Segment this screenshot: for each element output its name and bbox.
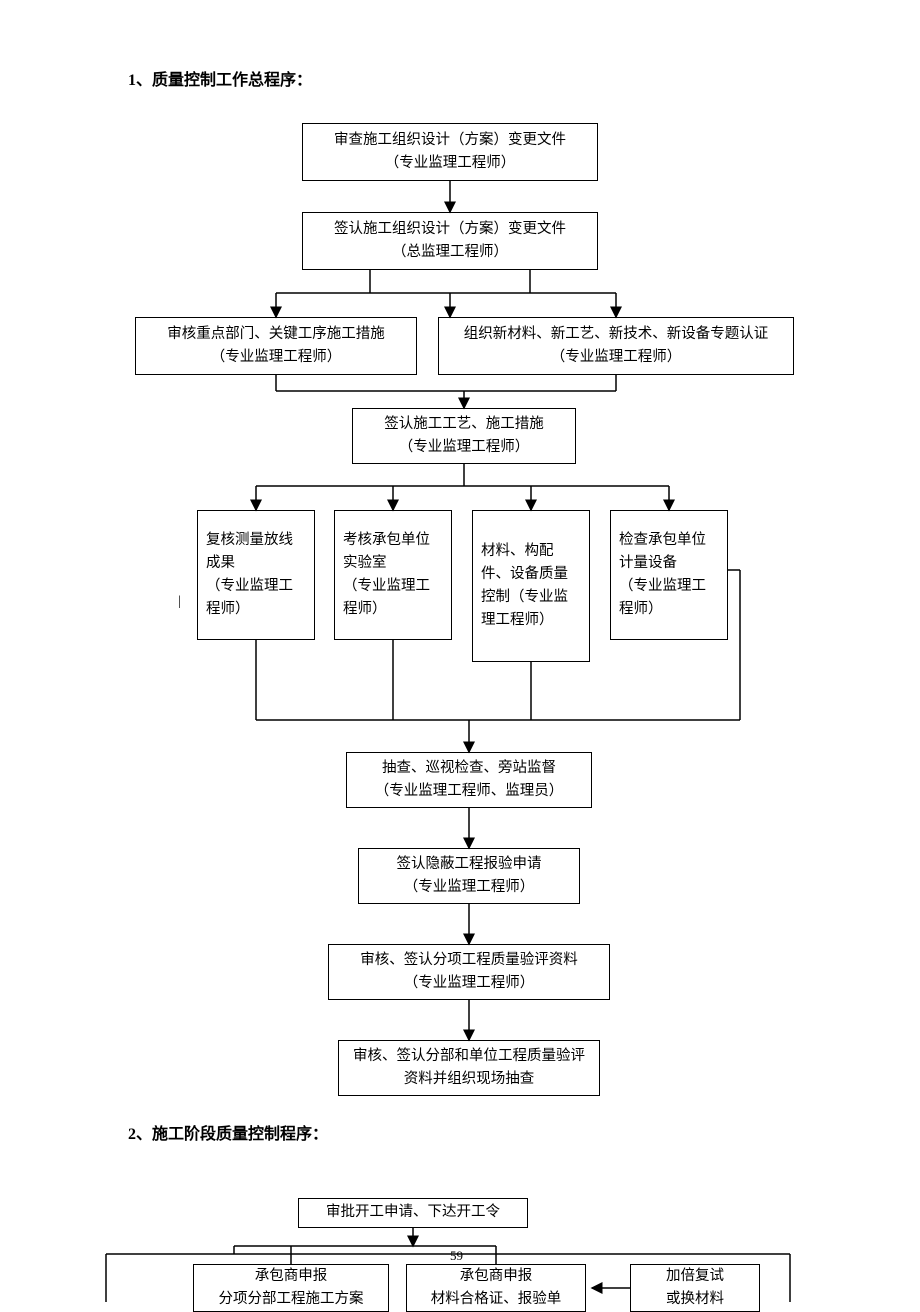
node-contractor-scheme: 承包商申报分项分部工程施工方案 bbox=[193, 1264, 389, 1312]
node-spot-check: 抽查、巡视检查、旁站监督（专业监理工程师、监理员） bbox=[346, 752, 592, 808]
node-new-material-cert: 组织新材料、新工艺、新技术、新设备专题认证（专业监理工程师） bbox=[438, 317, 794, 375]
node-check-equipment: 检查承包单位计量设备（专业监理工程师） bbox=[610, 510, 728, 640]
flowchart-edges bbox=[0, 0, 920, 1302]
node-sign-process-measures: 签认施工工艺、施工措施（专业监理工程师） bbox=[352, 408, 576, 464]
node-retest-material: 加倍复试或换材料 bbox=[630, 1264, 760, 1312]
node-sign-design-change: 签认施工组织设计（方案）变更文件（总监理工程师） bbox=[302, 212, 598, 270]
page-number: 59 bbox=[450, 1248, 463, 1264]
stray-mark: | bbox=[178, 594, 181, 610]
node-approve-start: 审批开工申请、下达开工令 bbox=[298, 1198, 528, 1228]
section-heading-1: 1、质量控制工作总程序： bbox=[128, 66, 312, 90]
node-recheck-survey: 复核测量放线成果（专业监理工程师） bbox=[197, 510, 315, 640]
node-assess-lab: 考核承包单位实验室（专业监理工程师） bbox=[334, 510, 452, 640]
section-heading-2: 2、施工阶段质量控制程序： bbox=[128, 1120, 328, 1144]
node-review-unit-quality: 审核、签认分部和单位工程质量验评资料并组织现场抽查 bbox=[338, 1040, 600, 1096]
node-contractor-material: 承包商申报材料合格证、报验单 bbox=[406, 1264, 586, 1312]
node-review-key-process: 审核重点部门、关键工序施工措施（专业监理工程师） bbox=[135, 317, 417, 375]
node-material-quality: 材料、构配件、设备质量控制（专业监理工程师） bbox=[472, 510, 590, 662]
node-sign-concealed: 签认隐蔽工程报验申请（专业监理工程师） bbox=[358, 848, 580, 904]
node-review-design-change: 审查施工组织设计（方案）变更文件（专业监理工程师） bbox=[302, 123, 598, 181]
node-review-item-quality: 审核、签认分项工程质量验评资料（专业监理工程师） bbox=[328, 944, 610, 1000]
